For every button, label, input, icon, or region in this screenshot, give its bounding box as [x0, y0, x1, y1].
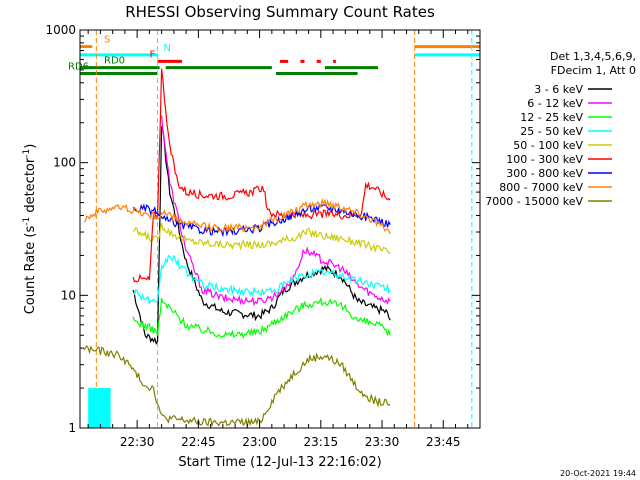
x-axis-label: Start Time (12-Jul-13 22:16:02) — [178, 455, 381, 470]
legend: Det 1,3,4,5,6,9,FDecim 1, Att 0 3 - 6 keV… — [485, 50, 636, 208]
y-axis-label: Count Rate (s-1 detector-1) — [22, 144, 38, 315]
series-line — [83, 197, 391, 235]
legend-label: 3 - 6 keV — [534, 83, 583, 96]
x-tick-label: 23:30 — [365, 435, 400, 449]
legend-label: 7000 - 15000 keV — [485, 195, 583, 208]
y-tick-label: 100 — [53, 156, 76, 170]
x-tick-label: 23:00 — [242, 435, 277, 449]
series-line — [132, 296, 391, 340]
series-line — [161, 115, 391, 307]
flag-label: F — [150, 49, 156, 60]
low-rate-block — [88, 388, 111, 428]
y-tick-label: 1000 — [45, 23, 76, 37]
legend-label: 12 - 25 keV — [520, 111, 583, 124]
x-tick-label: 22:30 — [120, 435, 155, 449]
flag-label: RD0 — [104, 56, 125, 67]
flag-label: S — [104, 35, 110, 46]
x-tick-label: 23:45 — [426, 435, 461, 449]
series-line — [132, 254, 391, 305]
series-line — [132, 68, 391, 283]
y-axis-label-tail: detector — [23, 157, 38, 217]
flag-label: RD6 — [68, 62, 89, 73]
y-tick-label: 10 — [61, 288, 76, 302]
x-tick-label: 23:15 — [304, 435, 339, 449]
y-axis-label-sup2: -1 — [22, 149, 32, 158]
series-line — [132, 126, 391, 345]
legend-label: 300 - 800 keV — [506, 167, 583, 180]
legend-header: Det 1,3,4,5,6,9, — [550, 50, 636, 63]
x-axis-ticks: 22:30 22:45 23:00 23:15 23:30 23:45 — [87, 30, 481, 449]
legend-header: FDecim 1, Att 0 — [551, 64, 636, 77]
series-line — [132, 222, 391, 254]
series-line — [83, 345, 391, 428]
legend-label: 800 - 7000 keV — [499, 181, 583, 194]
legend-label: 100 - 300 keV — [506, 153, 583, 166]
x-tick-label: 22:45 — [181, 435, 216, 449]
y-axis-ticks: 1 10 100 1000 — [45, 23, 480, 435]
legend-label: 25 - 50 keV — [520, 125, 583, 138]
chart-title: RHESSI Observing Summary Count Rates — [125, 3, 435, 21]
y-axis-label-end: ) — [23, 144, 38, 149]
series-lines — [83, 68, 391, 428]
state-flags: S NF RD0 RD6 — [68, 35, 480, 76]
plot-frame — [79, 29, 481, 429]
y-tick-label: 1 — [68, 421, 76, 435]
flag-label: N — [164, 43, 171, 54]
y-axis-label-main: Count Rate (s — [23, 226, 38, 315]
timestamp: 20-Oct-2021 19:44 — [560, 469, 636, 478]
legend-label: 50 - 100 keV — [513, 139, 583, 152]
vertical-markers — [95, 30, 473, 428]
legend-label: 6 - 12 keV — [527, 97, 583, 110]
y-axis-label-sup: -1 — [22, 217, 32, 226]
